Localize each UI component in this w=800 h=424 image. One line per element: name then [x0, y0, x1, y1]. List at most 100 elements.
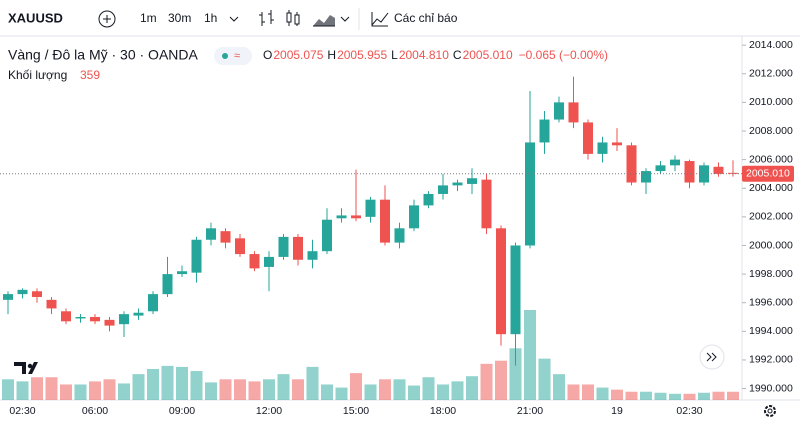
legend-change: −0.065 (−0.00%): [519, 48, 608, 62]
volume-bar: [509, 348, 522, 400]
volume-bar: [350, 373, 362, 400]
status-badge[interactable]: [214, 47, 252, 65]
interval[interactable]: 30m: [168, 11, 191, 25]
candle-body: [17, 289, 28, 295]
volume-bar: [480, 363, 493, 400]
interval[interactable]: 1h: [204, 11, 217, 25]
volume-bar: [190, 371, 203, 400]
chart-title: Vàng / Đô la Mỹ · 30 · OANDA: [8, 47, 199, 63]
tv-logo: [14, 362, 38, 374]
x-tick-label: 02:30: [676, 405, 702, 417]
y-tick-label: 1998.000: [749, 268, 793, 280]
candle-body: [612, 142, 622, 146]
volume-bar: [422, 377, 435, 400]
volume-bar: [31, 377, 43, 400]
candle-body: [510, 245, 521, 335]
bar-style[interactable]: [259, 10, 300, 26]
volume-bar: [248, 381, 261, 400]
candle-body: [597, 142, 608, 154]
volume-bar: [263, 379, 275, 400]
volume-bar: [640, 391, 652, 400]
legend-value: 2005.075: [273, 48, 323, 62]
x-tick-label: 21:00: [517, 405, 543, 417]
volume-value: 359: [80, 68, 100, 82]
volume-bar: [2, 379, 14, 400]
volume-bar: [60, 384, 72, 400]
chart-type[interactable]: [313, 15, 335, 27]
x-tick-label: 19: [611, 405, 623, 417]
volume-bar: [654, 392, 667, 400]
candle-body: [525, 142, 535, 246]
candle-body: [322, 219, 332, 252]
volume-bar: [118, 383, 130, 400]
y-tick-label: 1992.000: [749, 354, 793, 366]
candle-body: [423, 193, 434, 206]
y-tick-label: 1996.000: [749, 296, 793, 308]
settings[interactable]: [764, 405, 776, 417]
volume-bar: [567, 384, 580, 400]
candle-body: [641, 171, 651, 183]
y-tick-label: 1990.000: [749, 382, 793, 394]
candle-body: [336, 215, 347, 219]
volume-bar: [147, 368, 159, 400]
candle-body: [46, 299, 57, 309]
candle-body: [293, 236, 303, 260]
scroll-icon: [706, 352, 717, 362]
candle-body: [365, 199, 376, 217]
last-price-tag: [742, 165, 794, 182]
volume-bar: [161, 365, 174, 400]
volume-bar: [466, 376, 478, 400]
candle-body: [249, 254, 260, 269]
legend-key: C: [453, 48, 462, 62]
x-tick-label: 02:30: [9, 405, 35, 417]
candle-body: [104, 319, 115, 326]
x-tick-label: 12:00: [256, 405, 282, 417]
candle-body: [206, 228, 216, 240]
volume-bar: [292, 379, 304, 400]
scroll-button[interactable]: [699, 344, 725, 370]
volume-bar: [306, 366, 319, 400]
volume-bar: [625, 391, 638, 400]
candle-body: [409, 205, 419, 229]
interval[interactable]: 1m: [140, 11, 157, 25]
status-icon: ≈: [234, 50, 240, 62]
chevron[interactable]: [229, 16, 239, 22]
candle-body: [467, 178, 477, 184]
legend-key: H: [327, 48, 336, 62]
volume-bar: [16, 381, 29, 400]
candle-body: [438, 185, 448, 194]
volume-bar: [45, 377, 58, 400]
candle-body: [307, 251, 318, 260]
volume-bar: [408, 385, 420, 400]
candle-body: [351, 215, 361, 219]
candle-body: [684, 161, 695, 183]
volume-bar: [74, 384, 87, 400]
candle-body: [162, 274, 173, 295]
legend-value: 2005.010: [463, 48, 513, 62]
volume-bar: [669, 393, 681, 400]
candle-body: [452, 182, 463, 186]
volume-bar: [89, 381, 101, 400]
candle-body: [75, 317, 86, 319]
candle-body: [481, 179, 492, 229]
y-tick-label: 2002.000: [749, 211, 793, 223]
chevron[interactable]: [340, 16, 350, 22]
indicators[interactable]: Các chỉ báo: [394, 11, 458, 25]
symbol[interactable]: XAUUSD: [8, 10, 63, 25]
volume-bar: [495, 360, 507, 400]
candle-body: [554, 102, 564, 120]
candle-body: [119, 314, 129, 325]
indicators-icon[interactable]: [371, 12, 389, 27]
candle-body: [583, 122, 593, 154]
candle-body: [148, 294, 158, 312]
volume-bar: [437, 384, 449, 400]
volume-bar: [538, 358, 551, 400]
volume-bar: [582, 384, 594, 400]
y-tick-label: 2010.000: [749, 96, 793, 108]
candle-body: [264, 256, 274, 267]
legend-key: O: [263, 48, 272, 62]
candle-body: [713, 166, 724, 174]
add-symbol[interactable]: [98, 10, 116, 28]
y-tick-label: 2008.000: [749, 125, 793, 137]
